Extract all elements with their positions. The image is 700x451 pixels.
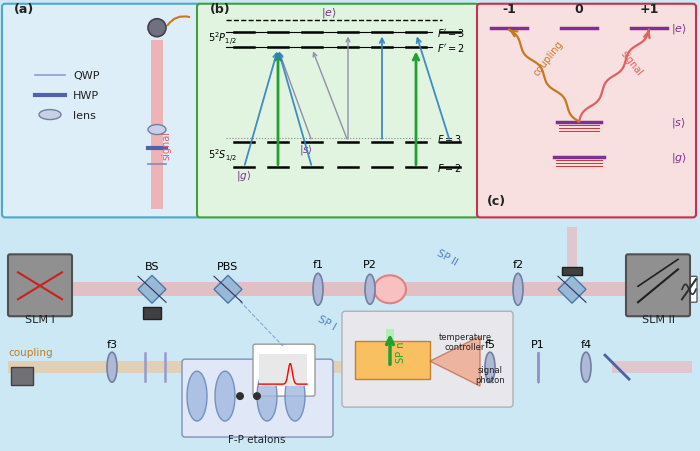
Text: f5: f5	[484, 340, 496, 350]
Text: SP I: SP I	[316, 313, 337, 331]
Text: f4: f4	[580, 340, 592, 350]
Text: $F=2$: $F=2$	[437, 162, 462, 174]
FancyBboxPatch shape	[681, 276, 697, 303]
Text: -1: -1	[502, 3, 516, 16]
Text: PBS: PBS	[218, 262, 239, 272]
Text: temperature
controller: temperature controller	[438, 332, 491, 351]
Text: f1: f1	[312, 260, 323, 270]
Text: $|g\rangle$: $|g\rangle$	[671, 151, 687, 165]
Circle shape	[148, 20, 166, 37]
FancyBboxPatch shape	[626, 255, 690, 317]
Circle shape	[253, 392, 261, 400]
Ellipse shape	[257, 371, 277, 421]
Bar	[151, 41, 163, 210]
Text: (a): (a)	[14, 3, 34, 16]
Text: coupling: coupling	[8, 347, 52, 357]
Ellipse shape	[107, 352, 117, 382]
Text: signal: signal	[618, 49, 644, 78]
Text: lens: lens	[73, 110, 96, 120]
Text: +1: +1	[639, 3, 659, 16]
Bar	[355, 341, 430, 379]
Text: signal
photon: signal photon	[475, 365, 505, 384]
FancyBboxPatch shape	[197, 5, 479, 218]
Text: F-P etalons: F-P etalons	[228, 434, 286, 444]
Bar	[562, 268, 582, 276]
Text: f2: f2	[512, 260, 524, 270]
Text: HWP: HWP	[73, 90, 99, 101]
Text: coupling: coupling	[532, 39, 566, 78]
Text: $5^2S_{1/2}$: $5^2S_{1/2}$	[208, 147, 237, 164]
Text: $F'=2$: $F'=2$	[437, 41, 465, 54]
Bar	[8, 361, 348, 373]
Text: QWP: QWP	[73, 70, 99, 80]
Text: P1: P1	[531, 340, 545, 350]
Ellipse shape	[187, 371, 207, 421]
Bar	[386, 330, 394, 369]
Text: $|g\rangle$: $|g\rangle$	[237, 169, 251, 183]
Text: $|e\rangle$: $|e\rangle$	[671, 22, 687, 36]
FancyBboxPatch shape	[2, 5, 201, 218]
Ellipse shape	[513, 274, 523, 306]
Text: P2: P2	[363, 260, 377, 270]
Polygon shape	[138, 276, 166, 304]
Ellipse shape	[313, 274, 323, 306]
Bar	[612, 361, 692, 373]
Bar	[143, 308, 161, 319]
Polygon shape	[430, 336, 480, 386]
Text: $|e\rangle$: $|e\rangle$	[321, 6, 337, 20]
Ellipse shape	[148, 125, 166, 135]
Bar	[259, 354, 307, 386]
Text: $5^2P_{1/2}$: $5^2P_{1/2}$	[208, 30, 237, 47]
Text: signal: signal	[161, 131, 171, 160]
Bar	[567, 228, 577, 276]
FancyBboxPatch shape	[253, 345, 315, 396]
Circle shape	[236, 392, 244, 400]
Bar	[11, 367, 33, 385]
Ellipse shape	[485, 352, 495, 382]
Ellipse shape	[39, 110, 61, 120]
FancyBboxPatch shape	[342, 312, 513, 407]
Text: $|s\rangle$: $|s\rangle$	[671, 115, 686, 129]
FancyBboxPatch shape	[477, 5, 696, 218]
Text: SLM II: SLM II	[641, 314, 675, 325]
Text: $|s\rangle$: $|s\rangle$	[299, 143, 313, 156]
Text: SP n: SP n	[396, 341, 406, 362]
Text: BS: BS	[145, 262, 160, 272]
Ellipse shape	[581, 352, 591, 382]
Text: (c): (c)	[487, 195, 506, 208]
Text: SP II: SP II	[435, 247, 459, 267]
Polygon shape	[214, 276, 242, 304]
Ellipse shape	[285, 371, 305, 421]
Text: $F'=3$: $F'=3$	[437, 27, 465, 39]
FancyBboxPatch shape	[8, 255, 72, 317]
Ellipse shape	[365, 275, 375, 304]
Polygon shape	[558, 276, 586, 304]
Text: $F=3$: $F=3$	[437, 132, 462, 144]
Text: SLM I: SLM I	[25, 314, 55, 325]
Text: f3: f3	[106, 340, 118, 350]
FancyBboxPatch shape	[182, 359, 333, 437]
Text: 0: 0	[575, 3, 583, 16]
Ellipse shape	[215, 371, 235, 421]
Text: (b): (b)	[210, 3, 230, 16]
Bar	[8, 283, 690, 297]
Ellipse shape	[374, 276, 406, 304]
